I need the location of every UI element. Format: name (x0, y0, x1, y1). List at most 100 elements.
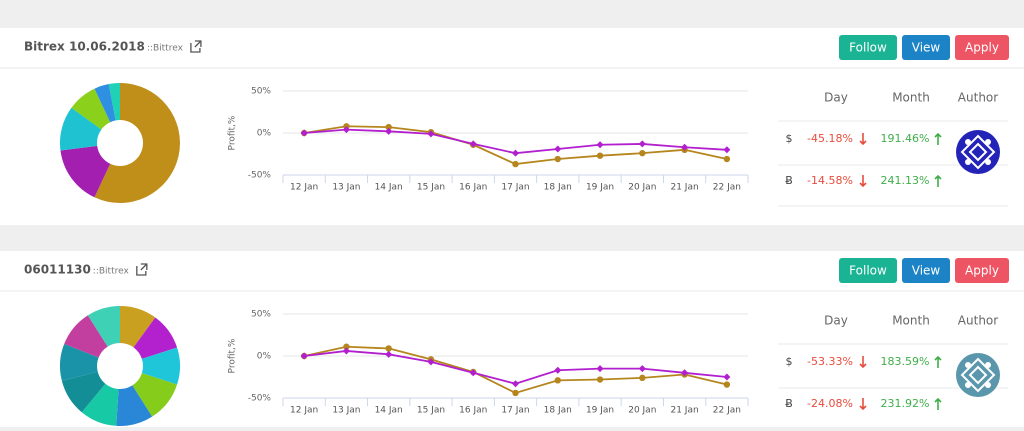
x-tick-label: 22 Jan (713, 406, 741, 416)
button-label[interactable]: Follow (849, 41, 887, 55)
exchange: ::Bittrex (147, 44, 184, 54)
y-tick-label: 0% (257, 129, 272, 139)
point (596, 141, 604, 149)
x-tick-label: 18 Jan (544, 406, 572, 416)
change-value: 191.46% (881, 132, 930, 145)
x-tick-label: 15 Jan (417, 406, 445, 416)
currency: $ (786, 355, 793, 368)
point (342, 347, 350, 355)
point (681, 143, 689, 151)
avatar-dot (985, 362, 991, 368)
trend-arrow (934, 355, 942, 368)
external-link-icon (136, 263, 148, 276)
avatar-dot (985, 139, 991, 145)
donut-segment (108, 83, 120, 121)
point (385, 127, 393, 135)
card-title: 06011130 (24, 263, 91, 277)
avatar-dot (965, 362, 971, 368)
point (300, 352, 308, 360)
change-value: -14.58% (807, 174, 853, 187)
change-value: 183.59% (881, 355, 930, 368)
avatar-dot (985, 159, 991, 165)
point (469, 369, 477, 377)
trend-arrow (934, 397, 942, 410)
donut-segment (132, 373, 178, 417)
y-tick-label: 0% (257, 352, 272, 362)
trend-arrow (934, 174, 942, 187)
x-tick-label: 21 Jan (670, 183, 698, 193)
point (554, 145, 562, 153)
point (596, 376, 604, 383)
button[interactable] (902, 258, 950, 283)
point (512, 389, 519, 397)
exchange: ::Bittrex (93, 267, 130, 277)
card-title: Bitrex 10.06.2018 (24, 40, 145, 54)
point (723, 155, 731, 163)
point (639, 149, 646, 157)
donut-segment (60, 343, 99, 381)
donut-segment (87, 306, 120, 347)
button[interactable] (955, 35, 1009, 60)
button-label[interactable]: Apply (965, 41, 999, 55)
point (596, 365, 604, 373)
donut-segment (71, 88, 111, 130)
donut-segment (60, 145, 111, 198)
button-label[interactable]: Follow (849, 264, 887, 278)
y-axis-label: Profit,% (228, 338, 238, 373)
button[interactable] (902, 35, 950, 60)
x-tick-label: 14 Jan (375, 183, 403, 193)
currency: Ƀ (785, 174, 793, 187)
stats-header: Author (958, 314, 998, 328)
avatar-dot (965, 139, 971, 145)
donut-segment (133, 317, 178, 359)
point (638, 140, 646, 148)
point (723, 373, 731, 381)
point (427, 358, 435, 366)
x-tick-label: 12 Jan (290, 183, 318, 193)
avatar-dot (965, 159, 971, 165)
donut-segment (94, 84, 116, 123)
button-label[interactable]: View (912, 41, 941, 55)
x-tick-label: 13 Jan (332, 183, 360, 193)
point (681, 369, 689, 377)
stats-header: Day (824, 314, 848, 328)
avatar-pattern (960, 357, 996, 393)
trend-arrow (859, 356, 867, 369)
point (343, 343, 350, 350)
point (596, 152, 604, 159)
button-label[interactable]: Apply (965, 264, 999, 278)
button[interactable] (955, 258, 1009, 283)
stats-header: Month (892, 314, 930, 328)
currency: $ (786, 132, 793, 145)
trend-arrow (859, 175, 867, 188)
trend-arrow (859, 133, 867, 146)
point (723, 146, 731, 154)
button[interactable] (839, 258, 897, 283)
y-tick-label: 50% (251, 310, 271, 320)
x-tick-label: 14 Jan (375, 406, 403, 416)
point (723, 381, 731, 388)
avatar-pattern (960, 134, 996, 170)
button-label[interactable]: View (912, 264, 941, 278)
button[interactable] (839, 35, 897, 60)
donut-segment (59, 107, 102, 151)
x-tick-label: 21 Jan (670, 406, 698, 416)
point (554, 377, 561, 384)
change-value: 231.92% (881, 397, 930, 410)
currency: Ƀ (785, 397, 793, 410)
point (512, 149, 519, 157)
x-tick-label: 12 Jan (290, 406, 318, 416)
trend-arrow (934, 132, 942, 145)
stats-header: Author (958, 91, 998, 105)
x-tick-label: 17 Jan (501, 183, 529, 193)
y-axis-label: Profit,% (228, 115, 238, 150)
avatar-dot (965, 382, 971, 388)
x-tick-label: 15 Jan (417, 183, 445, 193)
point (385, 345, 392, 352)
point (639, 374, 646, 382)
avatar-dot (985, 382, 991, 388)
point (385, 123, 392, 131)
donut-segment (94, 83, 180, 203)
stats-header: Month (892, 91, 930, 105)
